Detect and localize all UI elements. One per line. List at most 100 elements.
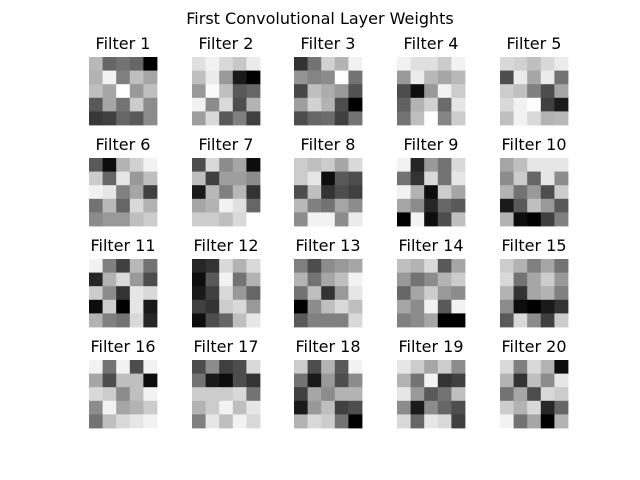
heatmap-cell [205, 360, 220, 374]
heatmap-cell [307, 286, 322, 301]
heatmap-cell [527, 360, 542, 374]
heatmap-cell [129, 360, 144, 374]
heatmap-cell [246, 299, 261, 314]
heatmap-cell [219, 299, 234, 314]
heatmap-cell [232, 212, 247, 227]
heatmap-cell [89, 259, 103, 273]
heatmap-cell [232, 259, 247, 273]
heatmap-cell [437, 272, 452, 287]
heatmap-cell [205, 57, 220, 71]
heatmap-cell [554, 360, 569, 374]
heatmap-cell [143, 198, 158, 213]
heatmap-cell [513, 171, 528, 186]
heatmap-cell [232, 57, 247, 71]
heatmap-cell [500, 313, 514, 328]
heatmap-cell [334, 400, 349, 415]
heatmap-cell [527, 185, 542, 200]
heatmap-cell [410, 259, 425, 273]
heatmap-cell [232, 158, 247, 172]
heatmap-cell [397, 360, 411, 374]
heatmap-cell [540, 70, 555, 85]
heatmap-cell [294, 171, 308, 186]
heatmap-cell [334, 198, 349, 213]
filter-title: Filter 5 [507, 34, 562, 53]
heatmap-cell [334, 97, 349, 112]
heatmap-cell [437, 286, 452, 301]
heatmap-cell [410, 414, 425, 429]
heatmap-cell [116, 360, 131, 374]
heatmap-cell [334, 111, 349, 126]
heatmap-cell [500, 414, 514, 429]
heatmap-cell [246, 57, 261, 71]
heatmap-cell [89, 387, 103, 402]
heatmap-cell [554, 387, 569, 402]
heatmap-cell [334, 84, 349, 99]
heatmap-cell [89, 400, 103, 415]
heatmap-cell [540, 313, 555, 328]
heatmap-cell [307, 84, 322, 99]
filter-title: Filter 18 [295, 337, 360, 356]
heatmap-cell [424, 212, 439, 227]
heatmap-cell [219, 387, 234, 402]
heatmap-cell [348, 212, 363, 227]
heatmap-cell [554, 212, 569, 227]
heatmap-cell [348, 57, 363, 71]
heatmap-cell [348, 185, 363, 200]
heatmap-cell [219, 70, 234, 85]
heatmap-cell [116, 299, 131, 314]
heatmap-cell [397, 299, 411, 314]
filter-title: Filter 12 [193, 236, 258, 255]
heatmap-cell [192, 360, 206, 374]
filter-panel-9: Filter 9 [397, 135, 466, 227]
heatmap-cell [232, 198, 247, 213]
heatmap-cell [410, 57, 425, 71]
filter-title: Filter 6 [96, 135, 151, 154]
heatmap-cell [397, 414, 411, 429]
heatmap-cell [102, 259, 117, 273]
heatmap-cell [554, 272, 569, 287]
heatmap-cell [540, 259, 555, 273]
heatmap-cell [348, 360, 363, 374]
heatmap-cell [348, 272, 363, 287]
heatmap-cell [437, 198, 452, 213]
heatmap-cell [451, 400, 466, 415]
heatmap-cell [397, 387, 411, 402]
heatmap-cell [397, 185, 411, 200]
heatmap-cell [321, 299, 336, 314]
heatmap-cell [307, 313, 322, 328]
heatmap-cell [219, 286, 234, 301]
heatmap-cell [410, 171, 425, 186]
heatmap-cell [348, 313, 363, 328]
heatmap-cell [219, 360, 234, 374]
heatmap-cell [294, 387, 308, 402]
heatmap-cell [554, 185, 569, 200]
heatmap-cell [116, 259, 131, 273]
heatmap-cell [205, 158, 220, 172]
heatmap-cell [129, 212, 144, 227]
heatmap-cell [307, 299, 322, 314]
heatmap-cell [129, 97, 144, 112]
heatmap-cell [246, 185, 261, 200]
heatmap-cell [334, 313, 349, 328]
heatmap-cell [205, 171, 220, 186]
heatmap-cell [129, 259, 144, 273]
heatmap-cell [219, 97, 234, 112]
heatmap-cell [89, 84, 103, 99]
heatmap-cell [219, 111, 234, 126]
heatmap-cell [437, 373, 452, 388]
heatmap-cell [129, 57, 144, 71]
heatmap-cell [205, 97, 220, 112]
heatmap-cell [321, 185, 336, 200]
heatmap-cell [294, 111, 308, 126]
heatmap-cell [540, 360, 555, 374]
heatmap-cell [424, 286, 439, 301]
heatmap-cell [513, 286, 528, 301]
heatmap-cell [424, 299, 439, 314]
heatmap-cell [116, 185, 131, 200]
heatmap-cell [451, 387, 466, 402]
heatmap-cell [321, 373, 336, 388]
heatmap-cell [116, 400, 131, 415]
heatmap-cell [205, 299, 220, 314]
heatmap-cell [89, 111, 103, 126]
heatmap-cell [397, 57, 411, 71]
